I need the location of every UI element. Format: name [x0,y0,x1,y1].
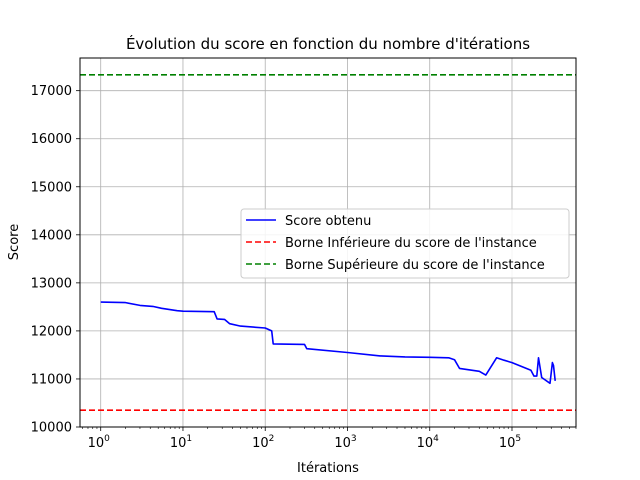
legend-label-upper-bound: Borne Supérieure du score de l'instance [285,258,545,273]
legend-label-score: Score obtenu [285,214,371,229]
x-tick-label: 105 [499,434,521,451]
legend-label-lower-bound: Borne Inférieure du score de l'instance [285,236,537,251]
x-tick-label: 102 [252,434,274,451]
x-axis-label: Itérations [297,461,359,476]
y-tick-label: 12000 [31,324,72,339]
y-tick-label: 17000 [31,84,72,99]
x-tick-label: 103 [334,434,356,451]
score-line [100,301,556,385]
y-tick-label: 15000 [31,180,72,195]
x-tick-label: 100 [88,434,111,451]
x-tick-label: 104 [417,434,440,451]
y-tick-label: 13000 [31,276,72,291]
legend: Score obtenu Borne Inférieure du score d… [240,208,570,279]
plot-series [80,74,576,411]
x-tick-label: 101 [170,434,192,451]
axes-frame [79,57,577,428]
y-tick-label: 10000 [31,421,72,436]
y-axis-label: Score [7,224,22,260]
y-tick-label: 14000 [31,228,72,243]
axis-ticks: 100 101 102 103 104 105 10000 11000 12000 13000 14… [31,84,577,451]
y-tick-label: 11000 [31,372,72,387]
y-tick-label: 16000 [31,132,72,147]
chart-title: Évolution du score en fonction du nombre… [126,34,530,53]
legend-box [240,208,570,279]
